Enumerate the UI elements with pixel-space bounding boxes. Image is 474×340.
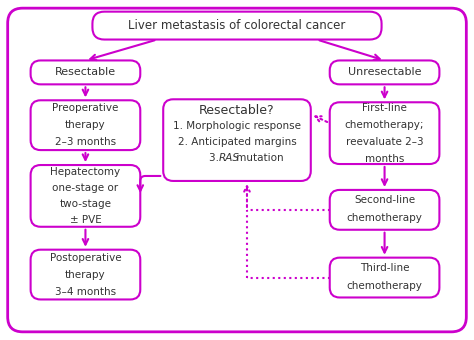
Text: Resectable: Resectable: [55, 67, 116, 78]
Text: Preoperative: Preoperative: [52, 103, 118, 113]
Text: two-stage: two-stage: [59, 199, 111, 209]
Text: 1. Morphologic response: 1. Morphologic response: [173, 121, 301, 131]
Text: 3.: 3.: [209, 153, 222, 163]
FancyBboxPatch shape: [31, 165, 140, 227]
FancyBboxPatch shape: [8, 8, 466, 332]
FancyBboxPatch shape: [330, 258, 439, 298]
Text: Third-line: Third-line: [360, 262, 410, 273]
Text: reevaluate 2–3: reevaluate 2–3: [346, 137, 423, 147]
Text: chemotherapy;: chemotherapy;: [345, 120, 424, 130]
Text: 2–3 months: 2–3 months: [55, 137, 116, 147]
FancyBboxPatch shape: [163, 99, 311, 181]
FancyBboxPatch shape: [31, 100, 140, 150]
Text: Liver metastasis of colorectal cancer: Liver metastasis of colorectal cancer: [128, 19, 346, 32]
Text: one-stage or: one-stage or: [53, 183, 118, 193]
Text: RAS: RAS: [219, 153, 240, 163]
Text: Second-line: Second-line: [354, 195, 415, 205]
FancyBboxPatch shape: [31, 250, 140, 300]
Text: Hepatectomy: Hepatectomy: [50, 167, 120, 177]
FancyBboxPatch shape: [330, 190, 439, 230]
Text: months: months: [365, 154, 404, 164]
Text: 3–4 months: 3–4 months: [55, 287, 116, 296]
Text: Postoperative: Postoperative: [50, 253, 121, 262]
Text: chemotherapy: chemotherapy: [346, 213, 422, 223]
FancyBboxPatch shape: [31, 61, 140, 84]
Text: Unresectable: Unresectable: [348, 67, 421, 78]
FancyBboxPatch shape: [92, 12, 382, 39]
Text: chemotherapy: chemotherapy: [346, 280, 422, 290]
Text: mutation: mutation: [233, 153, 283, 163]
FancyBboxPatch shape: [330, 102, 439, 164]
Text: First-line: First-line: [362, 103, 407, 113]
Text: ± PVE: ± PVE: [70, 215, 101, 225]
Text: Resectable?: Resectable?: [199, 104, 275, 117]
Text: 2. Anticipated margins: 2. Anticipated margins: [178, 137, 296, 147]
FancyBboxPatch shape: [330, 61, 439, 84]
Text: therapy: therapy: [65, 120, 106, 130]
Text: therapy: therapy: [65, 270, 106, 279]
